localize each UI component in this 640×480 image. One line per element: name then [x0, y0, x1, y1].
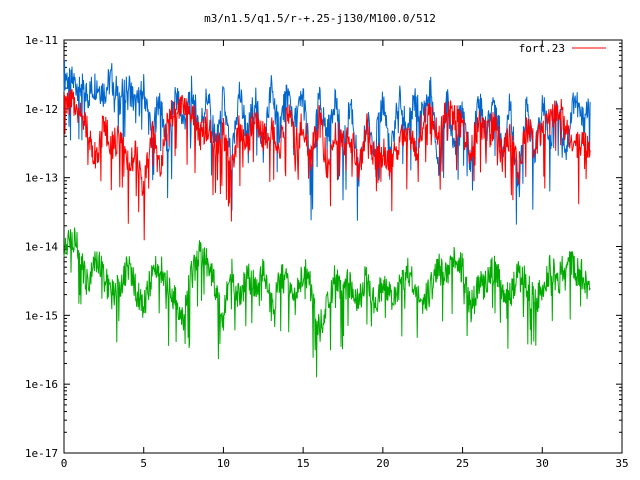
x-tick-label: 15 — [297, 457, 310, 470]
y-tick-label: 1e-15 — [25, 309, 58, 322]
y-tick-label: 1e-13 — [25, 172, 58, 185]
x-tick-label: 25 — [456, 457, 469, 470]
chart-title: m3/n1.5/q1.5/r-+.25-j130/M100.0/512 — [204, 12, 436, 25]
legend-label: fort.23 — [519, 42, 565, 55]
x-tick-label: 35 — [615, 457, 628, 470]
legend: fort.23 — [519, 42, 606, 55]
x-tick-label: 10 — [217, 457, 230, 470]
x-tick-label: 0 — [61, 457, 68, 470]
y-tick-label: 1e-16 — [25, 378, 58, 391]
y-tick-label: 1e-11 — [25, 34, 58, 47]
y-tick-label: 1e-14 — [25, 241, 58, 254]
series-layer — [63, 60, 591, 378]
series-line-1 — [63, 89, 591, 241]
x-tick-label: 20 — [376, 457, 389, 470]
x-tick-label: 5 — [140, 457, 147, 470]
y-tick-label: 1e-17 — [25, 447, 58, 460]
y-tick-label: 1e-12 — [25, 103, 58, 116]
x-tick-label: 30 — [536, 457, 549, 470]
series-line-2 — [63, 227, 591, 378]
series-line-0 — [63, 60, 591, 225]
axis-ticks: 0 5 10 15 20 25 30 35 1e-17 1e-16 1e-15 1e-14 1e-13 1… — [25, 34, 629, 470]
